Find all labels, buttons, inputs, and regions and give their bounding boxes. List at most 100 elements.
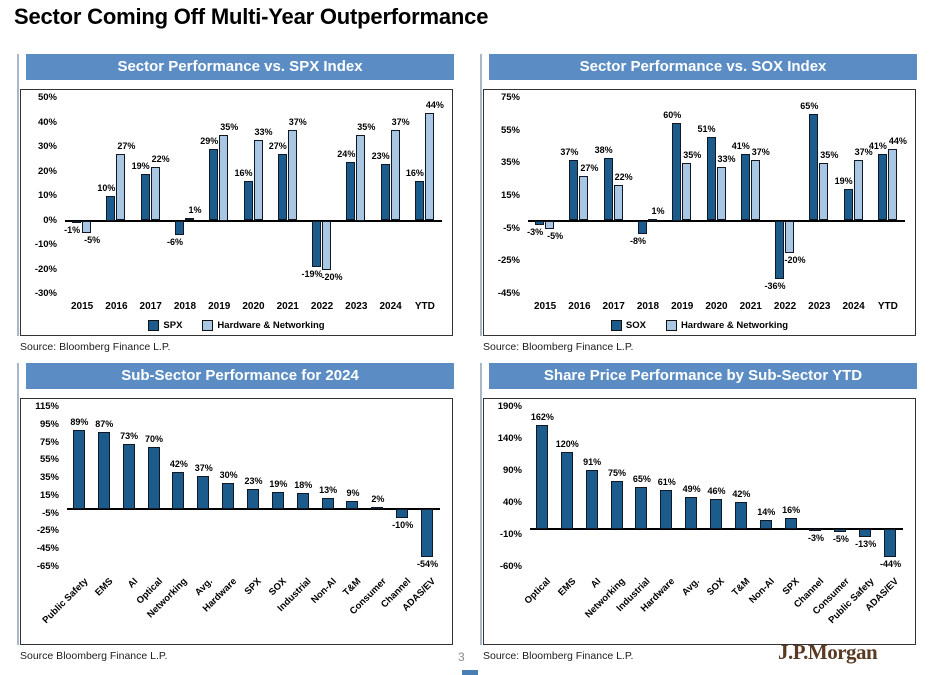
legend-swatch — [610, 320, 622, 331]
bar-value-label: 38% — [594, 145, 613, 156]
bar-value-label: 37% — [391, 116, 410, 127]
bar — [569, 160, 579, 221]
bar — [72, 220, 82, 223]
bar-value-label: -10% — [392, 520, 414, 531]
bar — [740, 153, 750, 221]
bar-value-label: -5% — [832, 533, 849, 544]
bar — [775, 220, 785, 280]
bar-value-label: 9% — [346, 488, 360, 499]
bar-value-label: -54% — [417, 559, 439, 570]
x-axis-label: Optical — [522, 576, 554, 607]
legend-item: SOX — [610, 320, 646, 331]
bar-value-label: 49% — [682, 484, 701, 495]
chart-spx: 50% 40% 30% 20% 10% 0% -10% -20% -30% -1% -5% 2015 1… — [20, 89, 453, 336]
bar-value-label: 73% — [120, 431, 139, 442]
bar — [603, 158, 613, 221]
bar-value-label: 19% — [269, 479, 288, 490]
x-axis-label: 2024 — [379, 301, 402, 312]
bar-value-label: 22% — [151, 153, 170, 164]
bar — [535, 424, 548, 529]
y-axis-tick: -60% — [499, 561, 522, 572]
y-axis-tick: 95% — [39, 418, 59, 430]
y-axis-tick: 40% — [37, 116, 57, 128]
x-axis-label: 2016 — [568, 301, 591, 312]
bar-value-label: 33% — [254, 126, 273, 137]
bar — [647, 218, 657, 221]
bar-value-label: 61% — [657, 476, 676, 487]
page-title: Sector Coming Off Multi-Year Outperforma… — [14, 4, 489, 29]
bar — [219, 134, 229, 221]
bar — [197, 476, 210, 510]
y-axis-tick: 50% — [37, 92, 57, 103]
bar — [253, 139, 263, 221]
bar — [859, 528, 872, 537]
bar — [247, 488, 259, 510]
bar-value-label: 60% — [663, 109, 682, 120]
bar-value-label: -20% — [321, 271, 343, 282]
bar — [147, 447, 160, 510]
x-axis-line — [528, 219, 905, 222]
bar — [710, 499, 722, 529]
x-axis-label: 2020 — [242, 301, 265, 312]
bar-value-label: 16% — [782, 505, 801, 516]
bar — [843, 189, 853, 221]
x-axis-label: SPX — [243, 576, 265, 598]
bar-value-label: 37% — [288, 116, 307, 127]
bar — [150, 166, 160, 221]
x-axis-label: 2019 — [671, 301, 694, 312]
bar — [834, 528, 847, 532]
x-axis-line — [530, 527, 903, 530]
bar — [716, 166, 726, 221]
bar-value-label: 27% — [117, 141, 136, 152]
y-axis-tick: 140% — [497, 433, 522, 444]
bar — [685, 497, 698, 529]
panel-accent-line — [480, 363, 482, 645]
bar — [356, 134, 366, 221]
bar-value-label: 42% — [169, 458, 188, 469]
bar-value-label: 120% — [555, 438, 579, 449]
bar-value-label: 30% — [219, 469, 238, 480]
bar — [424, 112, 434, 221]
y-axis-tick: -65% — [36, 561, 59, 572]
bar-value-label: 37% — [560, 147, 579, 158]
legend-label: Hardware & Networking — [680, 320, 789, 331]
bar-value-label: 35% — [357, 121, 376, 132]
y-axis-tick: 15% — [500, 190, 520, 201]
bar — [106, 196, 116, 221]
bar-value-label: -1% — [64, 224, 81, 235]
y-axis-tick: -25% — [36, 525, 59, 537]
y-axis-tick: 75% — [500, 92, 520, 103]
x-axis-label: 2024 — [842, 301, 865, 312]
legend: SPX Hardware & Networking — [21, 320, 452, 331]
bar — [222, 482, 235, 510]
bar-value-label: 19% — [834, 176, 853, 187]
bar-value-label: 46% — [707, 486, 726, 497]
bar-value-label: 35% — [683, 150, 702, 161]
bar-value-label: -13% — [855, 538, 877, 549]
bar-value-label: 19% — [131, 160, 150, 171]
chart-header-spx: Sector Performance vs. SPX Index — [26, 54, 454, 80]
bar — [535, 220, 545, 226]
bar — [243, 181, 253, 221]
y-axis-tick: 0% — [43, 214, 57, 226]
y-axis-tick: 90% — [502, 465, 522, 476]
bar-value-label: -3% — [527, 227, 544, 238]
bar — [390, 129, 400, 221]
x-axis-label: Non-AI — [309, 576, 339, 606]
y-axis-tick: -25% — [497, 255, 520, 267]
legend-swatch — [148, 320, 160, 331]
y-axis-tick: 15% — [39, 489, 59, 501]
bar-value-label: 23% — [244, 475, 263, 486]
bar — [72, 430, 85, 510]
chart-subsector-ytd: 190% 140% 90% 40% -10% -60% 162% Optical 120% EMS… — [483, 398, 916, 645]
bar — [346, 501, 359, 510]
bar-value-label: -20% — [784, 255, 806, 266]
bar — [887, 148, 897, 221]
bar-value-label: 33% — [717, 153, 736, 164]
y-axis-tick: -20% — [34, 263, 57, 275]
y-axis-tick: -10% — [499, 529, 522, 540]
bar — [82, 220, 92, 233]
bar-value-label: 37% — [751, 147, 770, 158]
bar — [174, 220, 184, 236]
